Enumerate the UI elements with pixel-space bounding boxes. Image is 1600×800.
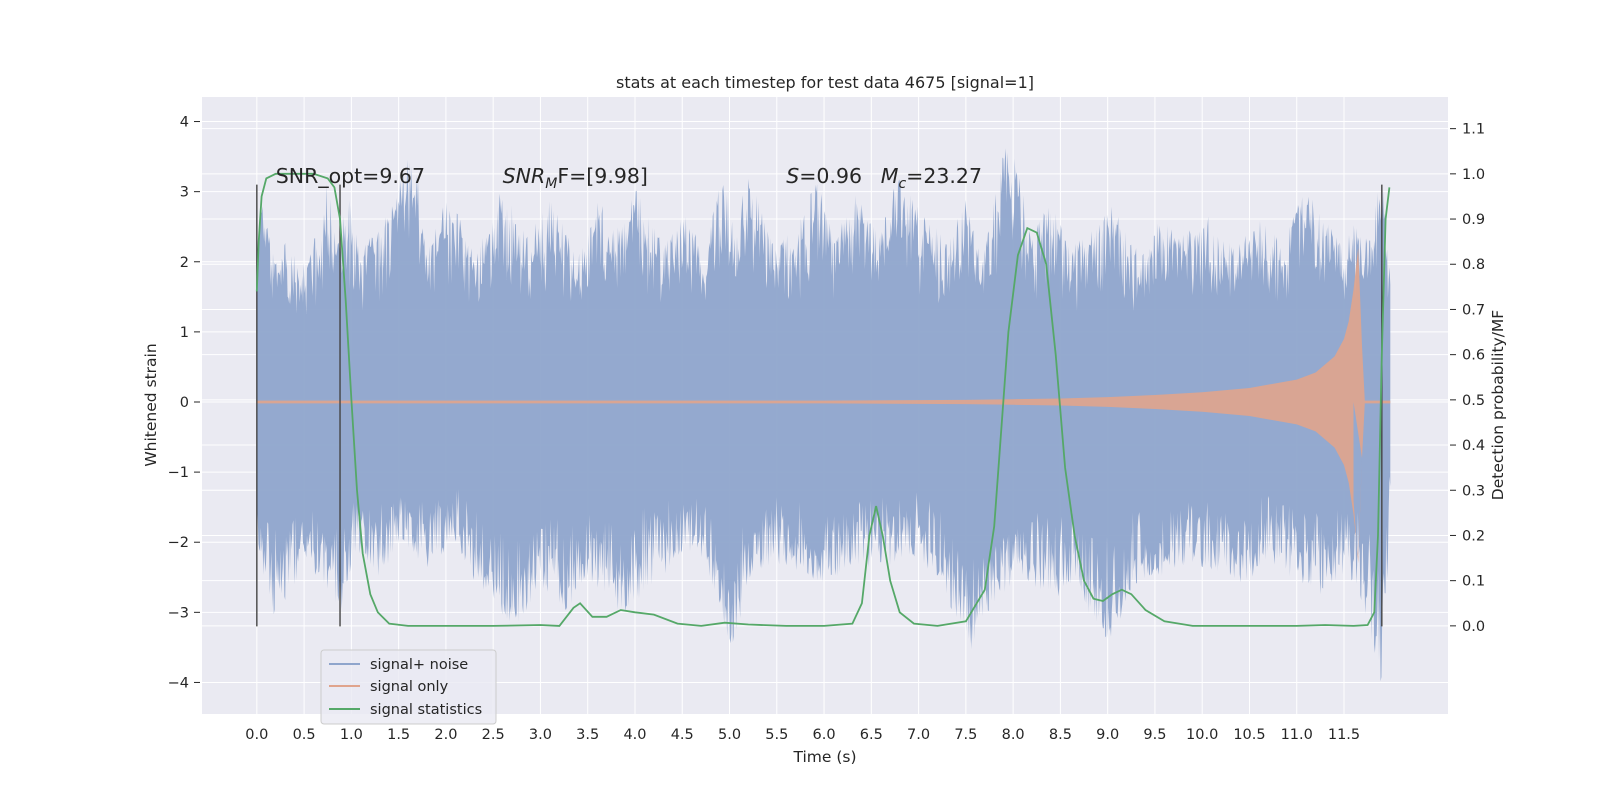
y2-tick-label: 0.4 bbox=[1462, 438, 1485, 454]
x-tick-label: 7.0 bbox=[907, 727, 930, 743]
x-tick-label: 8.0 bbox=[1002, 727, 1025, 743]
y-tick-label: −2 bbox=[168, 535, 189, 551]
x-tick-label: 6.5 bbox=[860, 727, 883, 743]
x-tick-label: 11.0 bbox=[1281, 727, 1313, 743]
legend-box bbox=[320, 649, 497, 725]
y-tick-label: 4 bbox=[180, 115, 189, 131]
y-axis-ticks: 4 3 2 1 0 −1 −2 −3 −4 bbox=[168, 115, 200, 691]
snr-opt-annotation: SNR_opt=9.67 bbox=[276, 164, 425, 189]
x-tick-label: 1.0 bbox=[340, 727, 363, 743]
x-tick-label: 11.5 bbox=[1328, 727, 1360, 743]
x-tick-label: 9.0 bbox=[1096, 727, 1119, 743]
x-tick-label: 2.5 bbox=[482, 727, 505, 743]
x-tick-label: 5.5 bbox=[765, 727, 788, 743]
x-tick-label: 6.0 bbox=[813, 727, 836, 743]
y-tick-label: 1 bbox=[180, 325, 189, 341]
x-axis-label: Time (s) bbox=[792, 748, 856, 766]
x-tick-label: 10.0 bbox=[1186, 727, 1218, 743]
y-tick-label: 2 bbox=[180, 255, 189, 271]
y2-axis-label: Detection probability/MF bbox=[1489, 310, 1507, 501]
chart-title: stats at each timestep for test data 467… bbox=[616, 73, 1034, 92]
y-tick-label: 3 bbox=[180, 185, 189, 201]
y2-tick-label: 0.2 bbox=[1462, 528, 1485, 544]
annotations: SNR_opt=9.67 SNRMF=[9.98] S=0.96 Mc=23.27 bbox=[276, 164, 982, 192]
legend-label-noise: signal+ noise bbox=[370, 657, 468, 673]
y2-tick-label: 0.9 bbox=[1462, 212, 1485, 228]
y2-tick-label: 0.0 bbox=[1462, 619, 1485, 635]
y2-tick-label: 0.8 bbox=[1462, 257, 1485, 273]
y2-tick-label: 0.3 bbox=[1462, 483, 1485, 499]
mc-annotation: Mc=23.27 bbox=[881, 164, 982, 192]
marker-lines bbox=[256, 184, 1383, 627]
x-tick-label: 10.5 bbox=[1233, 727, 1265, 743]
x-tick-label: 3.5 bbox=[576, 727, 599, 743]
y2-tick-label: 1.0 bbox=[1462, 167, 1485, 183]
x-tick-label: 2.0 bbox=[434, 727, 457, 743]
y2-tick-label: 0.1 bbox=[1462, 574, 1485, 590]
y2-tick-label: 0.6 bbox=[1462, 348, 1485, 364]
statistics-series bbox=[255, 172, 1391, 627]
signal-series bbox=[256, 247, 1391, 564]
x-axis-ticks: 0.0 0.5 1.0 1.5 2.0 2.5 3.0 3.5 4.0 4.5 5.0 5.5 6.0 6… bbox=[245, 727, 1360, 743]
x-tick-label: 0.5 bbox=[293, 727, 316, 743]
y-axis-label: Whitened strain bbox=[142, 343, 160, 466]
x-tick-label: 3.0 bbox=[529, 727, 552, 743]
legend: signal+ noise signal only signal statist… bbox=[320, 649, 497, 725]
y2-axis-ticks: 1.1 1.0 0.9 0.8 0.7 0.6 0.5 0.4 0.3 0.2 0.1 0.0 bbox=[1450, 122, 1485, 635]
y-tick-label: −3 bbox=[168, 605, 189, 621]
x-tick-label: 4.0 bbox=[623, 727, 646, 743]
y2-tick-label: 0.7 bbox=[1462, 302, 1485, 318]
y-tick-label: 0 bbox=[180, 395, 189, 411]
x-tick-label: 8.5 bbox=[1049, 727, 1072, 743]
x-tick-label: 5.0 bbox=[718, 727, 741, 743]
x-tick-label: 9.5 bbox=[1143, 727, 1166, 743]
noise-series bbox=[256, 148, 1391, 682]
y-tick-label: −4 bbox=[168, 675, 189, 691]
x-tick-label: 1.5 bbox=[387, 727, 410, 743]
y2-tick-label: 1.1 bbox=[1462, 122, 1485, 138]
snr-mf-annotation: SNRMF=[9.98] bbox=[503, 164, 648, 192]
s-annotation: S=0.96 bbox=[786, 164, 862, 188]
y-tick-label: −1 bbox=[168, 465, 189, 481]
x-tick-label: 7.5 bbox=[954, 727, 977, 743]
legend-label-stat: signal statistics bbox=[370, 702, 482, 718]
y2-tick-label: 0.5 bbox=[1462, 393, 1485, 409]
legend-label-signal: signal only bbox=[370, 679, 449, 695]
x-tick-label: 4.5 bbox=[671, 727, 694, 743]
x-tick-label: 0.0 bbox=[245, 727, 268, 743]
